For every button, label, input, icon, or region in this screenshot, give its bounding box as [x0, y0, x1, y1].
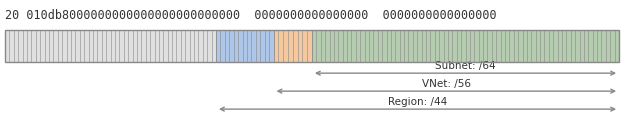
Text: 20 010db8000000000000000000000000  0000000000000000  0000000000000000: 20 010db8000000000000000000000000 000000… [5, 9, 497, 22]
Bar [274, 30, 312, 62]
Bar [5, 30, 619, 62]
Text: Region: /44: Region: /44 [388, 97, 447, 107]
Bar [5, 30, 216, 62]
Text: VNet: /56: VNet: /56 [422, 79, 471, 89]
Text: Subnet: /64: Subnet: /64 [435, 61, 496, 71]
Bar [216, 30, 274, 62]
Bar [312, 30, 619, 62]
